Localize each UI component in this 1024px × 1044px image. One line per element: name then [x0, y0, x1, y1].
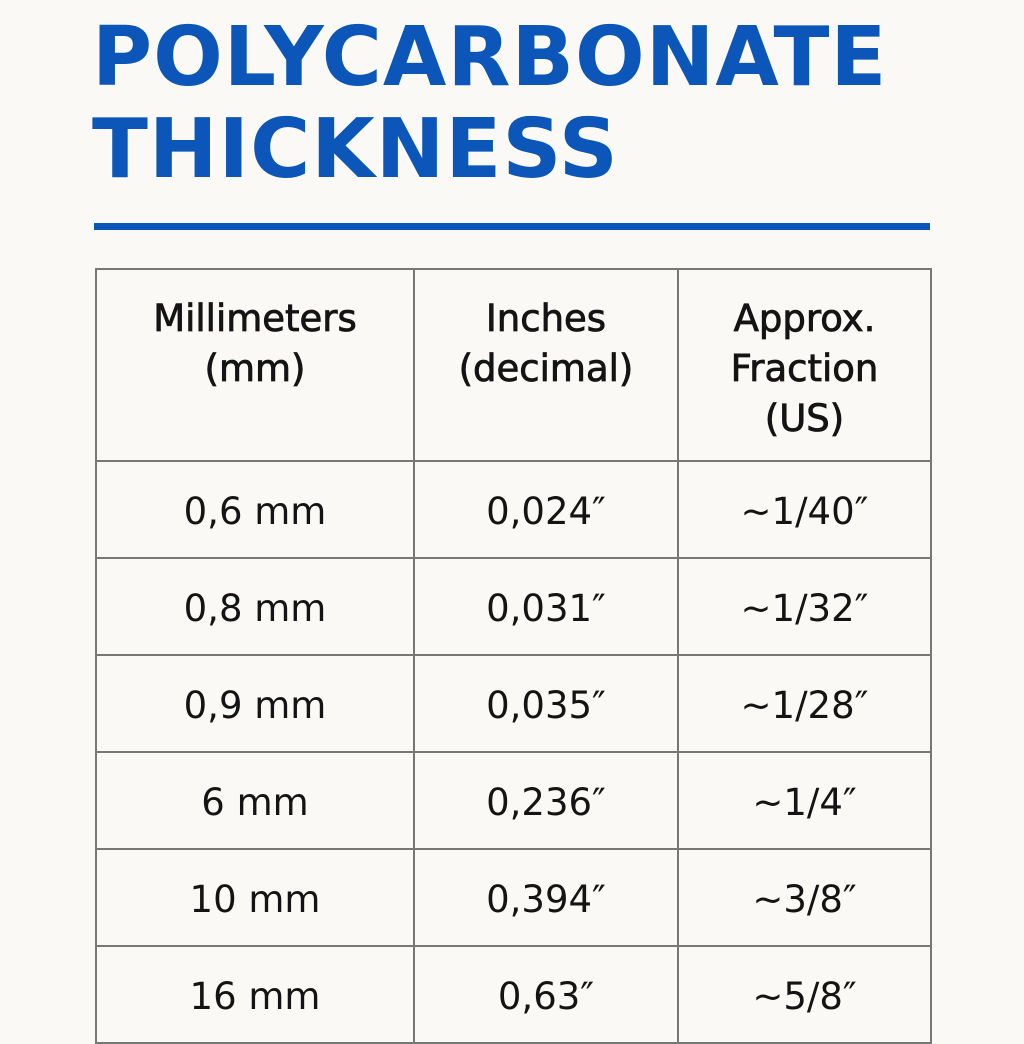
column-header-millimeters: Millimeters (mm) — [95, 268, 415, 462]
cell-fraction: ~3/8″ — [677, 848, 932, 947]
cell-fraction: ~1/32″ — [677, 557, 932, 656]
thickness-table: Millimeters (mm) Inches (decimal) Approx… — [95, 268, 932, 1044]
page-title: POLYCARBONATE THICKNESS — [92, 12, 952, 196]
table-body: 0,6 mm 0,024″ ~1/40″ 0,8 mm 0,031″ ~1/32… — [95, 460, 932, 1044]
title-line-1: POLYCARBONATE — [92, 10, 888, 105]
header-text: (US) — [764, 397, 845, 441]
header-text: (decimal) — [458, 347, 634, 391]
title-divider — [94, 223, 930, 230]
cell-inches: 0,035″ — [413, 654, 679, 753]
column-header-fraction: Approx. Fraction (US) — [677, 268, 932, 462]
cell-mm: 6 mm — [95, 751, 415, 850]
cell-fraction: ~5/8″ — [677, 945, 932, 1044]
table-header: Millimeters (mm) Inches (decimal) Approx… — [95, 268, 932, 462]
cell-mm: 10 mm — [95, 848, 415, 947]
header-text: Approx. — [733, 297, 876, 341]
header-row: Millimeters (mm) Inches (decimal) Approx… — [95, 268, 932, 462]
cell-inches: 0,394″ — [413, 848, 679, 947]
cell-fraction: ~1/28″ — [677, 654, 932, 753]
title-line-2: THICKNESS — [92, 102, 619, 197]
table-row: 0,6 mm 0,024″ ~1/40″ — [95, 460, 932, 559]
cell-inches: 0,024″ — [413, 460, 679, 559]
table-row: 16 mm 0,63″ ~5/8″ — [95, 945, 932, 1044]
cell-inches: 0,031″ — [413, 557, 679, 656]
cell-fraction: ~1/4″ — [677, 751, 932, 850]
cell-inches: 0,63″ — [413, 945, 679, 1044]
table-row: 10 mm 0,394″ ~3/8″ — [95, 848, 932, 947]
table-row: 0,8 mm 0,031″ ~1/32″ — [95, 557, 932, 656]
header-text: Millimeters — [153, 297, 357, 341]
cell-mm: 0,8 mm — [95, 557, 415, 656]
header-text: Inches — [485, 297, 607, 341]
column-header-inches: Inches (decimal) — [413, 268, 679, 462]
cell-fraction: ~1/40″ — [677, 460, 932, 559]
cell-mm: 0,6 mm — [95, 460, 415, 559]
cell-inches: 0,236″ — [413, 751, 679, 850]
header-text: Fraction — [730, 347, 879, 391]
cell-mm: 0,9 mm — [95, 654, 415, 753]
header-text: (mm) — [204, 347, 306, 391]
cell-mm: 16 mm — [95, 945, 415, 1044]
table-row: 6 mm 0,236″ ~1/4″ — [95, 751, 932, 850]
table-row: 0,9 mm 0,035″ ~1/28″ — [95, 654, 932, 753]
